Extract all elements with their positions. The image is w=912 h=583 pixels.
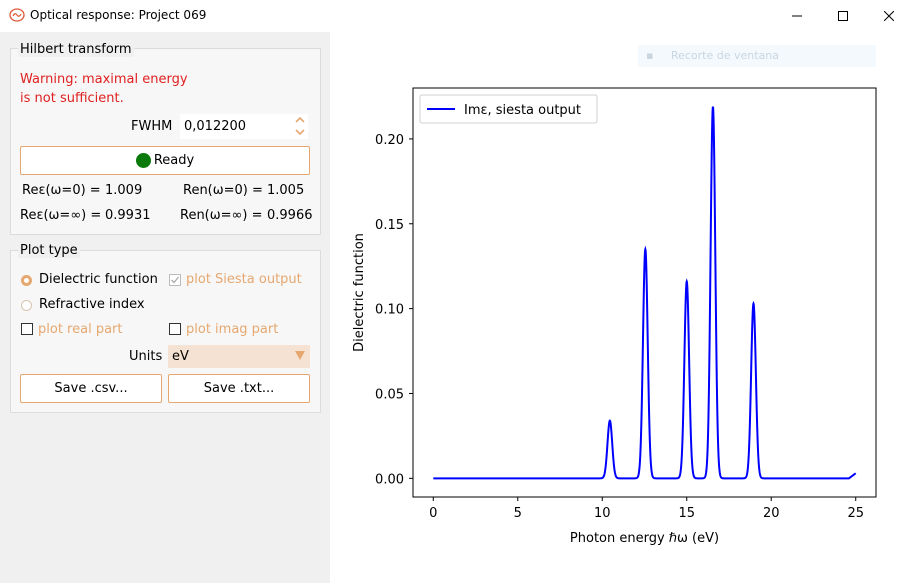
chevron-down-icon bbox=[295, 351, 305, 360]
x-tick-label: 25 bbox=[847, 506, 864, 521]
hilbert-transform-group bbox=[10, 48, 321, 235]
y-tick-label: 0.00 bbox=[375, 472, 404, 487]
legend-label: Imε, siesta output bbox=[464, 103, 581, 118]
plot-real-checkbox[interactable] bbox=[21, 323, 33, 335]
minimize-icon bbox=[792, 15, 802, 17]
units-select[interactable]: eV bbox=[168, 345, 310, 368]
status-dot-icon bbox=[135, 153, 151, 168]
save-txt-button[interactable]: Save .txt... bbox=[168, 374, 310, 403]
title-bar: Optical response: Project 069 bbox=[0, 0, 912, 32]
x-axis-label: Photon energy ℏω (eV) bbox=[570, 531, 719, 546]
maximize-icon bbox=[838, 11, 848, 21]
re-n-0-label: Ren(ω=0) = bbox=[183, 183, 263, 198]
y-tick-label: 0.15 bbox=[375, 218, 404, 233]
warning-message: Warning: maximal energy is not sufficien… bbox=[20, 70, 200, 108]
save-txt-label: Save .txt... bbox=[203, 381, 275, 396]
snip-icon: ▪ bbox=[646, 49, 654, 62]
close-icon bbox=[884, 11, 894, 21]
close-button[interactable] bbox=[866, 0, 912, 32]
refractive-label: Refractive index bbox=[39, 297, 145, 312]
re-n-0-value: 1.005 bbox=[267, 183, 305, 198]
y-axis-label: Dielectric function bbox=[352, 233, 367, 352]
y-tick-label: 0.20 bbox=[375, 133, 404, 148]
plot-type-group-title: Plot type bbox=[18, 243, 80, 258]
units-label: Units bbox=[129, 349, 163, 364]
dielectric-label: Dielectric function bbox=[39, 272, 158, 287]
warning-line-2: is not sufficient. bbox=[20, 91, 124, 106]
plot-real-label: plot real part bbox=[38, 322, 123, 337]
fwhm-label: FWHM bbox=[131, 119, 173, 134]
re-n-inf-value: 0.9966 bbox=[267, 208, 313, 223]
ready-label: Ready bbox=[153, 153, 195, 168]
x-tick-label: 10 bbox=[594, 506, 611, 521]
hilbert-group-title: Hilbert transform bbox=[18, 42, 134, 57]
re-eps-0-value: 1.009 bbox=[105, 183, 143, 198]
re-eps-inf-value: 0.9931 bbox=[105, 208, 151, 223]
snip-toolbar: ▪ Recorte de ventana bbox=[638, 45, 876, 67]
legend-box bbox=[419, 94, 598, 124]
plot-imag-label: plot imag part bbox=[186, 322, 279, 337]
re-eps-0-label: Reε(ω=0) = bbox=[22, 183, 101, 198]
x-tick-label: 20 bbox=[763, 506, 780, 521]
checkmark-icon bbox=[171, 276, 180, 284]
save-csv-button[interactable]: Save .csv... bbox=[20, 374, 162, 403]
x-tick-label: 15 bbox=[678, 506, 695, 521]
x-tick-label: 0 bbox=[429, 506, 437, 521]
x-tick-label: 5 bbox=[514, 506, 522, 521]
fwhm-input[interactable] bbox=[180, 114, 308, 139]
warning-line-1: Warning: maximal energy bbox=[20, 72, 188, 87]
plot-imag-checkbox[interactable] bbox=[169, 323, 181, 335]
fwhm-spinner-icon[interactable] bbox=[294, 115, 306, 137]
plot-siesta-checkbox[interactable] bbox=[169, 274, 181, 286]
y-tick-label: 0.05 bbox=[375, 387, 404, 402]
series-line bbox=[433, 106, 857, 480]
window-title: Optical response: Project 069 bbox=[30, 8, 207, 22]
plot-siesta-label: plot Siesta output bbox=[186, 272, 302, 287]
save-csv-label: Save .csv... bbox=[54, 381, 128, 396]
y-tick-label: 0.10 bbox=[375, 303, 404, 318]
app-icon bbox=[9, 8, 25, 22]
dielectric-radio[interactable] bbox=[21, 275, 32, 286]
maximize-button[interactable] bbox=[820, 0, 866, 32]
ready-button[interactable]: Ready bbox=[20, 146, 310, 175]
snip-label: Recorte de ventana bbox=[670, 49, 780, 62]
re-n-inf-label: Ren(ω=∞) = bbox=[180, 208, 263, 223]
refractive-radio[interactable] bbox=[21, 300, 32, 311]
units-value: eV bbox=[172, 349, 189, 364]
minimize-button[interactable] bbox=[774, 0, 820, 32]
re-eps-inf-label: Reε(ω=∞) = bbox=[20, 208, 102, 223]
